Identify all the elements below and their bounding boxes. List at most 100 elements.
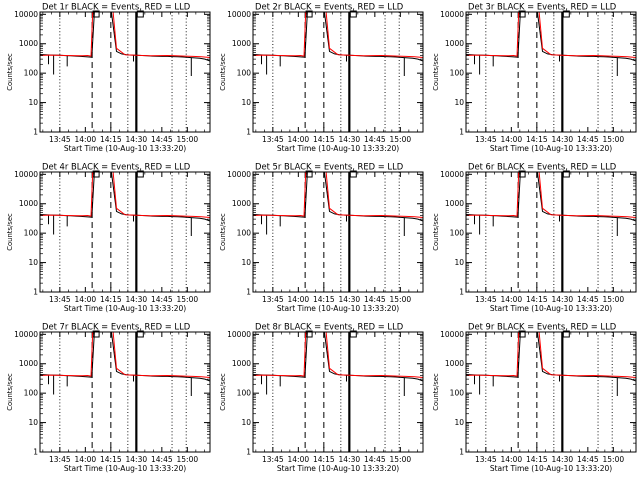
x-tick-label: 14:30 bbox=[552, 135, 574, 144]
plot-frame bbox=[465, 171, 637, 293]
square-marker bbox=[562, 170, 570, 178]
events-series-line bbox=[465, 11, 637, 62]
x-tick-label: 14:00 bbox=[288, 135, 310, 144]
y-tick-label: 1000 bbox=[445, 199, 464, 208]
events-series-line bbox=[39, 171, 211, 222]
y-tick-label: 1 bbox=[33, 128, 38, 137]
x-tick-label: 14:00 bbox=[501, 455, 523, 464]
events-series-line bbox=[252, 331, 424, 382]
lld-series-line bbox=[465, 171, 637, 218]
y-tick-label: 1000 bbox=[19, 39, 38, 48]
plot-frame bbox=[465, 11, 637, 133]
x-tick-label: 14:30 bbox=[339, 455, 361, 464]
x-axis-label: Start Time (10-Aug-10 13:33:20) bbox=[277, 304, 399, 313]
events-series-line bbox=[465, 171, 637, 222]
panel-title: Det 5r BLACK = Events, RED = LLD bbox=[255, 162, 403, 172]
panel-title: Det 9r BLACK = Events, RED = LLD bbox=[468, 322, 616, 332]
x-tick-label: 14:45 bbox=[151, 295, 173, 304]
y-tick-label: 1000 bbox=[232, 199, 251, 208]
y-tick-label: 1 bbox=[459, 128, 464, 137]
plot-frame bbox=[465, 331, 637, 453]
x-tick-label: 15:00 bbox=[603, 455, 625, 464]
square-marker bbox=[136, 10, 144, 18]
square-marker bbox=[349, 170, 357, 178]
x-tick-label: 14:15 bbox=[313, 295, 335, 304]
y-tick-label: 10 bbox=[454, 258, 464, 267]
detector-panel: Det 7r BLACK = Events, RED = LLD 1 10 100 10… bbox=[6, 322, 211, 473]
y-tick-label: 10000 bbox=[14, 10, 38, 19]
y-tick-label: 1 bbox=[33, 288, 38, 297]
panel-title: Det 1r BLACK = Events, RED = LLD bbox=[42, 2, 190, 12]
x-tick-label: 14:30 bbox=[339, 135, 361, 144]
x-tick-label: 13:45 bbox=[262, 135, 284, 144]
x-tick-label: 13:45 bbox=[262, 455, 284, 464]
panel-title: Det 8r BLACK = Events, RED = LLD bbox=[255, 322, 403, 332]
panel-title: Det 4r BLACK = Events, RED = LLD bbox=[42, 162, 190, 172]
detector-panel: Det 5r BLACK = Events, RED = LLD 1 10 100 10… bbox=[219, 162, 424, 313]
x-tick-label: 14:15 bbox=[313, 455, 335, 464]
events-series-line bbox=[252, 171, 424, 222]
y-tick-label: 100 bbox=[237, 229, 252, 238]
x-axis-label: Start Time (10-Aug-10 13:33:20) bbox=[277, 464, 399, 473]
x-tick-label: 14:15 bbox=[100, 455, 122, 464]
x-tick-label: 13:45 bbox=[475, 455, 497, 464]
events-series-line bbox=[39, 11, 211, 62]
y-tick-label: 1 bbox=[246, 288, 251, 297]
detector-panel: Det 3r BLACK = Events, RED = LLD 1 10 100 10… bbox=[432, 2, 637, 153]
lld-series-line bbox=[39, 331, 211, 378]
events-series-line bbox=[39, 331, 211, 382]
events-series-line bbox=[465, 331, 637, 382]
y-tick-label: 100 bbox=[450, 69, 465, 78]
x-tick-label: 15:00 bbox=[390, 135, 412, 144]
x-axis-label: Start Time (10-Aug-10 13:33:20) bbox=[64, 464, 186, 473]
lld-series-line bbox=[252, 11, 424, 58]
x-tick-label: 14:45 bbox=[364, 455, 386, 464]
x-tick-label: 13:45 bbox=[49, 455, 71, 464]
x-tick-label: 14:45 bbox=[577, 295, 599, 304]
y-tick-label: 10 bbox=[28, 98, 38, 107]
y-tick-label: 10 bbox=[241, 98, 251, 107]
y-tick-label: 1 bbox=[33, 448, 38, 457]
detector-panel: Det 6r BLACK = Events, RED = LLD 1 10 100 10… bbox=[432, 162, 637, 313]
panel-title: Det 3r BLACK = Events, RED = LLD bbox=[468, 2, 616, 12]
square-marker bbox=[136, 330, 144, 338]
x-axis-label: Start Time (10-Aug-10 13:33:20) bbox=[490, 144, 612, 153]
x-tick-label: 14:00 bbox=[288, 295, 310, 304]
x-tick-label: 14:15 bbox=[100, 135, 122, 144]
x-tick-label: 14:30 bbox=[126, 455, 148, 464]
x-axis-label: Start Time (10-Aug-10 13:33:20) bbox=[490, 304, 612, 313]
plot-frame bbox=[252, 171, 424, 293]
plot-frame bbox=[252, 331, 424, 453]
y-tick-label: 10 bbox=[454, 418, 464, 427]
lld-series-line bbox=[39, 171, 211, 218]
x-tick-label: 14:30 bbox=[339, 295, 361, 304]
plot-frame bbox=[39, 11, 211, 133]
y-tick-label: 1000 bbox=[232, 39, 251, 48]
x-tick-label: 13:45 bbox=[49, 295, 71, 304]
x-tick-label: 14:45 bbox=[577, 135, 599, 144]
y-tick-label: 10000 bbox=[440, 170, 464, 179]
x-tick-label: 15:00 bbox=[177, 455, 199, 464]
x-tick-label: 14:15 bbox=[526, 135, 548, 144]
events-series-line bbox=[252, 11, 424, 62]
plot-frame bbox=[39, 331, 211, 453]
x-tick-label: 14:00 bbox=[501, 295, 523, 304]
detector-panel: Det 4r BLACK = Events, RED = LLD 1 10 100 10… bbox=[6, 162, 211, 313]
y-tick-label: 100 bbox=[237, 69, 252, 78]
x-tick-label: 15:00 bbox=[603, 295, 625, 304]
y-axis-label: Counts/sec bbox=[6, 213, 14, 251]
y-tick-label: 100 bbox=[24, 229, 39, 238]
y-tick-label: 1 bbox=[459, 448, 464, 457]
y-tick-label: 10000 bbox=[227, 170, 251, 179]
panel-title: Det 2r BLACK = Events, RED = LLD bbox=[255, 2, 403, 12]
x-tick-label: 13:45 bbox=[475, 295, 497, 304]
y-tick-label: 1000 bbox=[232, 359, 251, 368]
y-tick-label: 10000 bbox=[227, 10, 251, 19]
y-tick-label: 100 bbox=[237, 389, 252, 398]
x-tick-label: 14:00 bbox=[75, 295, 97, 304]
x-tick-label: 14:45 bbox=[151, 135, 173, 144]
panel-title: Det 7r BLACK = Events, RED = LLD bbox=[42, 322, 190, 332]
x-tick-label: 14:30 bbox=[552, 295, 574, 304]
y-tick-label: 10000 bbox=[440, 330, 464, 339]
y-tick-label: 1 bbox=[459, 288, 464, 297]
